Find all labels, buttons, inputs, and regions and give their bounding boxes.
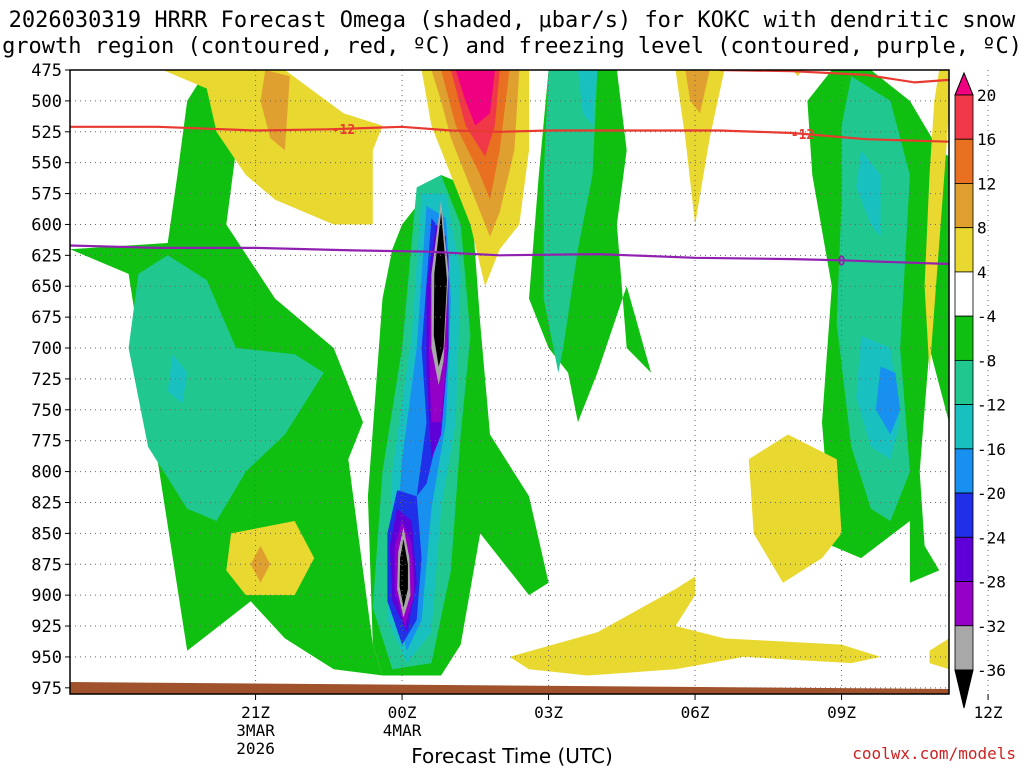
colorbar-label-4: 4 [977, 263, 987, 282]
y-tick-label-725: 725 [31, 370, 62, 390]
y-tick-label-875: 875 [31, 555, 62, 575]
ascent-left-cyan [167, 354, 188, 404]
descent-top-mid-yellow [675, 70, 725, 225]
contour-1 [70, 244, 949, 266]
descent-core-pink [455, 70, 495, 126]
colorbar-label-8: -16 [977, 440, 1006, 459]
x-tick-label-5-0: 00Z [388, 703, 417, 722]
ascent-left-teal [128, 255, 324, 522]
x-tick-label-11-0: 06Z [681, 703, 710, 722]
contour-label-0-0: -12 [332, 123, 355, 138]
x-tick-label-8-0: 03Z [534, 703, 563, 722]
colorbar-label-3: 8 [977, 219, 987, 238]
contour-label-0-1: -12 [791, 128, 814, 143]
y-tick-label-500: 500 [31, 92, 62, 112]
y-tick-label-975: 975 [31, 679, 62, 699]
y-tick-label-650: 650 [31, 277, 62, 297]
colorbar-seg-13 [954, 625, 974, 671]
ascent-central-black [433, 212, 447, 367]
x-axis-label: Forecast Time (UTC) [411, 744, 613, 768]
credit-text: coolwx.com/models [852, 744, 1016, 763]
colorbar-seg-9 [954, 448, 974, 494]
descent-mid-right-yellow [748, 434, 842, 583]
y-tick-label-850: 850 [31, 524, 62, 544]
omega-shading [70, 70, 949, 676]
colorbar-label-12: -32 [977, 617, 1006, 636]
y-tick-label-550: 550 [31, 154, 62, 174]
descent-small-left-yellow [226, 521, 315, 596]
ascent-mid-teal [543, 70, 598, 373]
descent-bottom-yellow [509, 576, 881, 676]
colorbar-label-11: -28 [977, 573, 1006, 592]
x-tick-label-5-1: 4MAR [383, 721, 422, 740]
descent-far-right-bottom-yellow [929, 638, 949, 670]
colorbar-label-5: -4 [977, 307, 996, 326]
temperature-contours: -12 -12 0 [70, 70, 949, 269]
colorbar-seg-2 [954, 138, 974, 184]
colorbar-seg-1 [954, 94, 974, 140]
chart-title-line-1: 2026030319 HRRR Forecast Omega (shaded, … [8, 8, 1016, 33]
contour-label-1-0: 0 [838, 254, 846, 269]
contour-0 [70, 125, 949, 143]
plot-frame [69, 69, 950, 695]
y-tick-label-750: 750 [31, 401, 62, 421]
colorbar-seg-top [954, 71, 974, 96]
y-tick-label-675: 675 [31, 308, 62, 328]
y-tick-label-625: 625 [31, 246, 62, 266]
descent-upper-left-yellow [162, 70, 383, 225]
x-tick-label-2-0: 21Z [241, 703, 270, 722]
colorbar-label-9: -20 [977, 484, 1006, 503]
chart-title-line-2: growth region (contoured, red, ºC) and f… [2, 34, 1022, 59]
colorbar-seg-12 [954, 581, 974, 627]
y-tick-label-950: 950 [31, 648, 62, 668]
colorbar-seg-11 [954, 536, 974, 582]
descent-top-mid-orange [685, 70, 710, 114]
axes: 475 500 525 550 575 600 625 650 675 700 725 750 775 8… [31, 61, 1003, 758]
colorbar-label-7: -12 [977, 396, 1006, 415]
colorbar-label-1: 16 [977, 130, 996, 149]
colorbar-seg-7 [954, 359, 974, 406]
colorbar-seg-5 [954, 271, 974, 317]
colorbar-label-6: -8 [977, 351, 996, 370]
colorbar-seg-bottom [954, 669, 974, 709]
y-tick-label-825: 825 [31, 493, 62, 513]
colorbar-seg-10 [954, 492, 974, 538]
colorbar-seg-3 [954, 183, 974, 229]
x-tick-label-2-1: 3MAR [236, 721, 275, 740]
y-tick-label-600: 600 [31, 215, 62, 235]
y-tick-label-900: 900 [31, 586, 62, 606]
colorbar-label-2: 12 [977, 174, 996, 193]
ground-strip [70, 682, 949, 694]
x-tick-label-17-0: 12Z [974, 703, 1003, 722]
colorbar-seg-6 [954, 315, 974, 361]
y-tick-label-575: 575 [31, 185, 62, 205]
y-tick-label-475: 475 [31, 61, 62, 81]
colorbar: 20 16 12 8 4 -4 -8 -12 -16 -20 -24 -28 -32 -36 [954, 71, 1006, 709]
y-tick-label-525: 525 [31, 123, 62, 143]
x-tick-label-14-0: 09Z [827, 703, 856, 722]
ascent-right-lightblue [875, 366, 901, 435]
ground-terrain [70, 682, 949, 694]
contour-2 [719, 70, 949, 84]
descent-far-right-yellow [924, 70, 949, 373]
y-tick-label-925: 925 [31, 617, 62, 637]
grid-lines [70, 69, 989, 694]
colorbar-label-0: 20 [977, 86, 996, 105]
y-tick-label-775: 775 [31, 432, 62, 452]
colorbar-label-13: -36 [977, 661, 1006, 680]
x-tick-label-2-2: 2026 [236, 739, 275, 758]
y-tick-label-700: 700 [31, 339, 62, 359]
ascent-mid-cyan [577, 70, 598, 126]
ascent-right-cyan [856, 150, 881, 237]
colorbar-label-10: -24 [977, 528, 1006, 547]
colorbar-seg-8 [954, 404, 974, 450]
y-tick-label-800: 800 [31, 463, 62, 483]
colorbar-seg-4 [954, 227, 974, 273]
